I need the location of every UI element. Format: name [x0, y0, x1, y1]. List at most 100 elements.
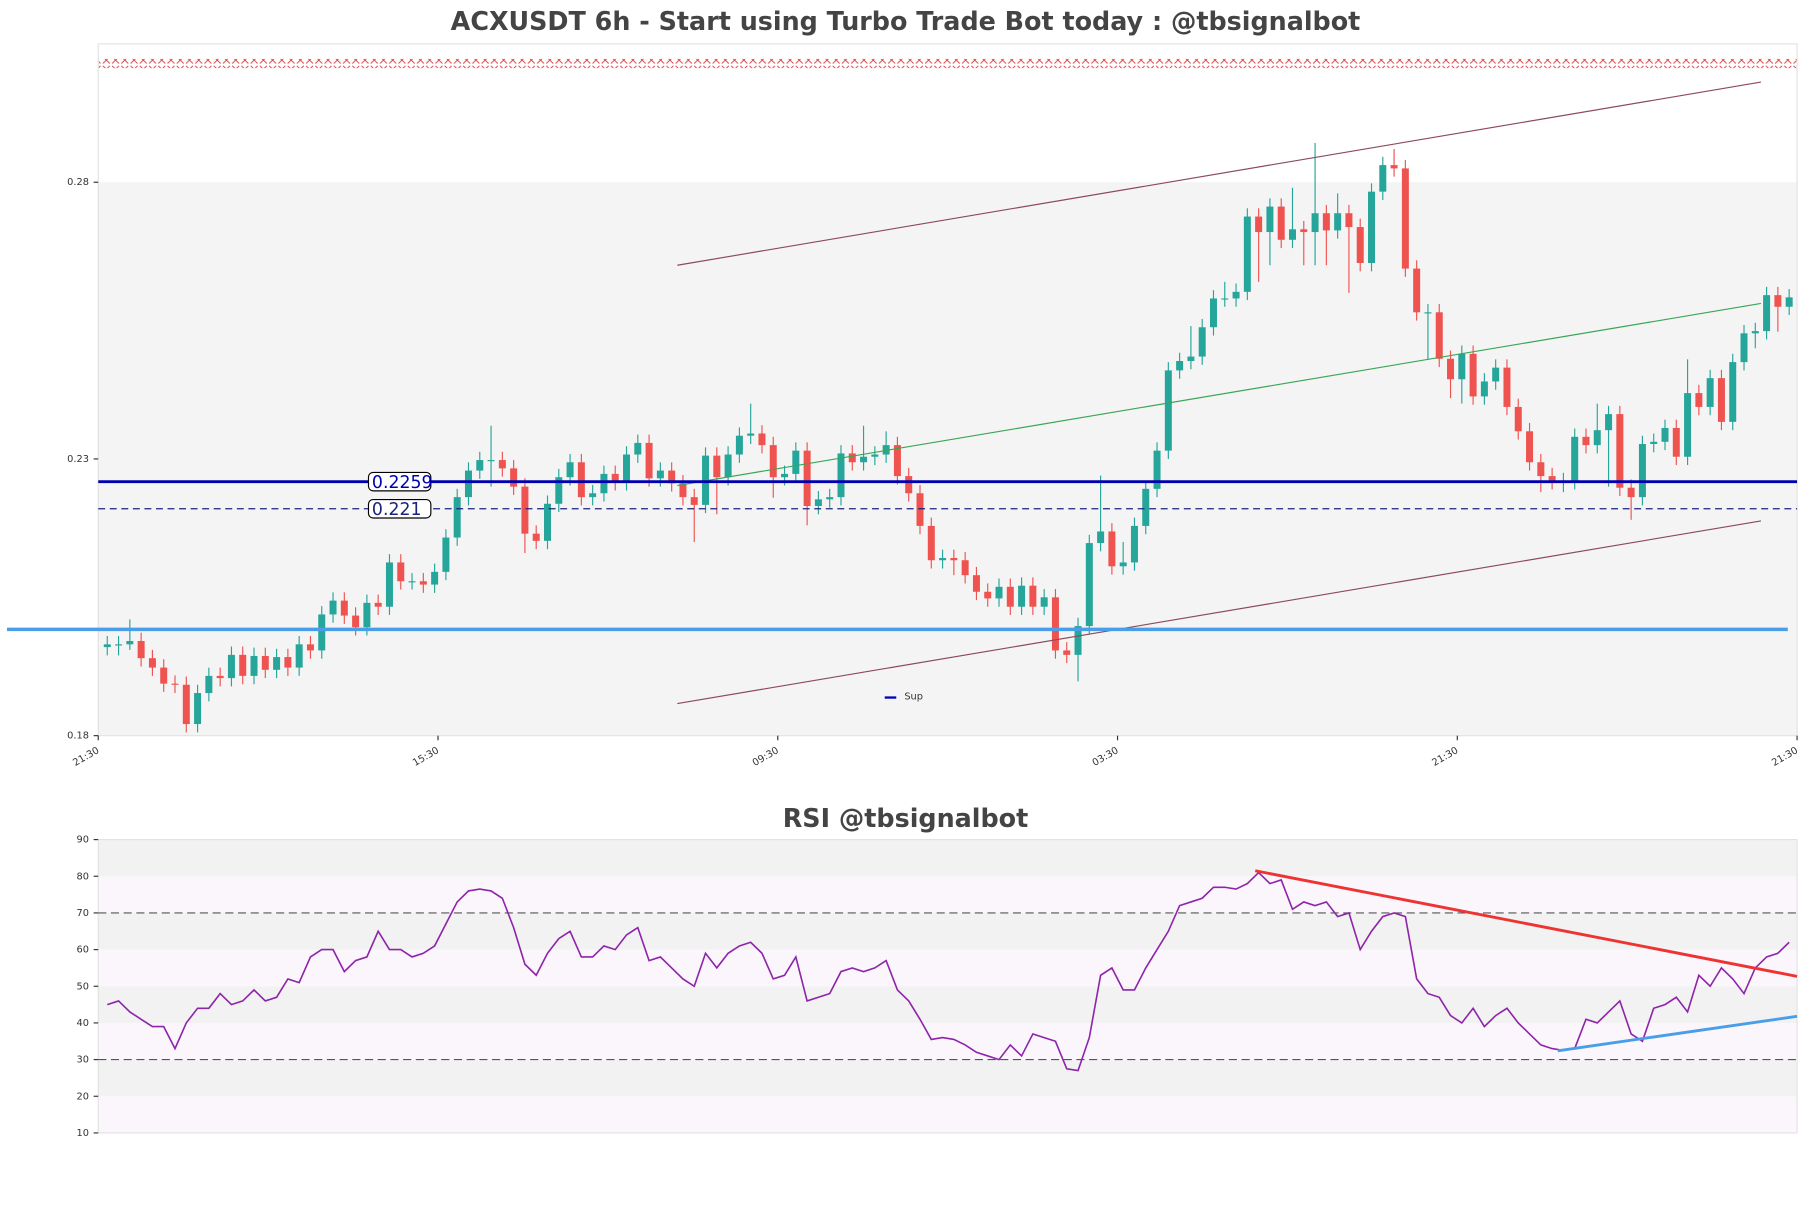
candle-body — [1063, 650, 1071, 655]
candle-body — [1593, 430, 1601, 446]
rsi-title: RSI @tbsignalbot — [783, 803, 1028, 833]
x-tick-label: 03:30 — [1091, 745, 1121, 769]
level-label: 0.221 — [372, 500, 422, 520]
candle-body — [1706, 378, 1714, 407]
candle-body — [205, 675, 213, 694]
candle-body — [419, 581, 427, 585]
candle-body — [1684, 393, 1692, 457]
candle-body — [939, 558, 947, 561]
candle-body — [1051, 597, 1059, 651]
candle-body — [758, 433, 766, 446]
candle-body — [1672, 427, 1680, 457]
candle-body — [972, 575, 980, 592]
candle-body — [1763, 295, 1771, 332]
candle-body — [1345, 213, 1353, 228]
candle-body — [397, 562, 405, 582]
candle-body — [250, 655, 258, 676]
candle-body — [431, 571, 439, 585]
candle-body — [882, 445, 890, 455]
candle-body — [487, 460, 495, 462]
rsi-band — [98, 986, 1798, 1023]
candle-body — [160, 667, 168, 684]
trend-line — [1557, 1014, 1798, 1053]
candle-body — [577, 462, 585, 498]
candle-body — [318, 614, 326, 651]
candle-body — [1774, 295, 1782, 307]
candle-body — [194, 693, 202, 725]
level-label-box — [367, 498, 432, 519]
y-tick-label: 0.23 — [67, 454, 89, 465]
y-tick-label: 60 — [77, 945, 89, 956]
rsi-band — [98, 876, 1798, 913]
candle-body — [1447, 358, 1455, 380]
candles — [103, 142, 1793, 733]
y-tick-label: 80 — [77, 871, 89, 882]
candle-body — [1650, 441, 1658, 445]
candle-body — [1040, 597, 1048, 607]
candle-body — [1413, 268, 1421, 313]
candle-body — [329, 600, 337, 615]
candle-body — [600, 473, 608, 494]
candle-body — [1266, 206, 1274, 233]
candle-body — [1390, 165, 1398, 169]
candle-body — [713, 455, 721, 478]
candle-body — [442, 537, 450, 572]
candle-body — [1322, 213, 1330, 231]
trend-line — [1254, 869, 1798, 978]
candle-body — [1401, 168, 1409, 269]
candle-body — [521, 486, 529, 534]
candle-body — [1243, 216, 1251, 292]
candle-body — [668, 470, 676, 484]
candle-body — [1503, 367, 1511, 407]
candle-body — [103, 644, 111, 648]
candle-body — [634, 442, 642, 455]
candle-body — [1074, 626, 1082, 655]
candle-body — [1548, 476, 1556, 482]
candle-body — [656, 470, 664, 479]
candle-body — [1277, 206, 1285, 240]
candle-body — [566, 462, 574, 478]
channel-line — [677, 520, 1762, 705]
candle-body — [611, 473, 619, 483]
candle-body — [927, 525, 935, 561]
candle-body — [1537, 462, 1545, 477]
candle-body — [1142, 488, 1150, 526]
y-tick-label: 50 — [77, 981, 89, 992]
candle-body — [476, 460, 484, 471]
candle-body — [1006, 586, 1014, 607]
candle-body — [747, 433, 755, 436]
candle-body — [1469, 353, 1477, 397]
candle-body — [1198, 327, 1206, 357]
candle-body — [1480, 381, 1488, 397]
y-tick-label: 20 — [77, 1091, 89, 1102]
candle-body — [227, 654, 235, 679]
candle-body — [623, 454, 631, 483]
candle-body — [1458, 353, 1466, 380]
plot-frame — [97, 43, 1798, 737]
candle-body — [803, 450, 811, 506]
candle-body — [1695, 393, 1703, 407]
candle-body — [216, 675, 224, 679]
candle-body — [1661, 427, 1669, 442]
candle-body — [1435, 312, 1443, 359]
rsi-band — [98, 1096, 1798, 1133]
candle-body — [792, 450, 800, 474]
candle-body — [1255, 216, 1263, 233]
level-label-box — [367, 471, 432, 492]
candle-body — [555, 477, 563, 504]
candle-body — [690, 497, 698, 505]
rsi-band — [98, 1022, 1798, 1060]
y-tick-label: 40 — [77, 1018, 89, 1029]
candle-body — [1209, 298, 1217, 328]
candle-body — [1108, 531, 1116, 567]
candle-body — [1153, 450, 1161, 489]
candle-body — [724, 454, 732, 478]
candle-body — [826, 497, 834, 500]
candle-body — [1605, 414, 1613, 431]
channel-line — [677, 81, 1762, 266]
candle-body — [961, 560, 969, 576]
legend-label: Sup — [904, 691, 923, 702]
level-label: 0.2259 — [372, 473, 433, 493]
